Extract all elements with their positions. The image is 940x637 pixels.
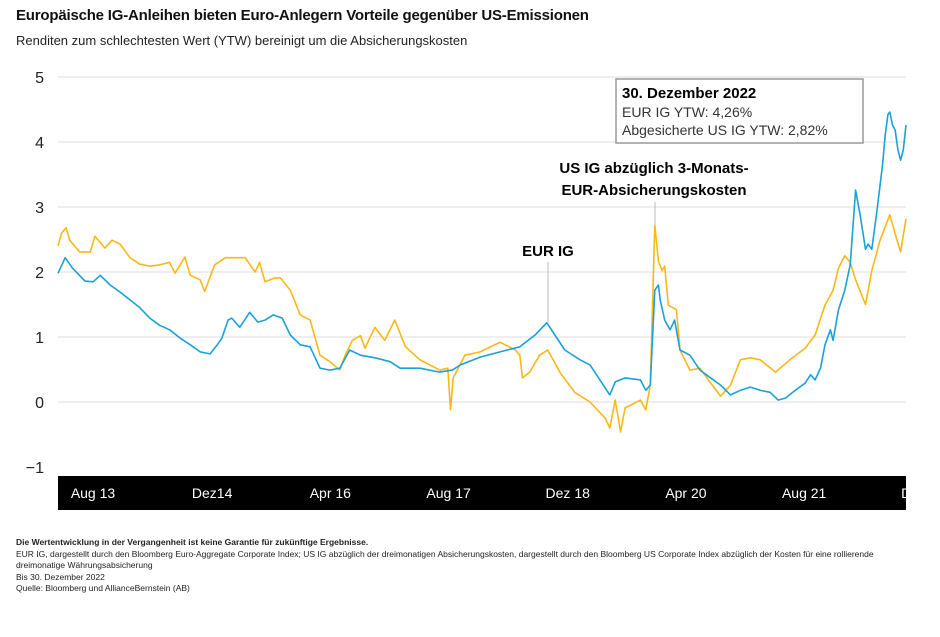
x-axis-band bbox=[58, 476, 906, 510]
y-tick-label: 4 bbox=[35, 135, 44, 152]
y-tick-label: 5 bbox=[35, 70, 44, 87]
annotation-eur: EUR IG YTW: 4,26% bbox=[622, 104, 752, 120]
eur-ig-label: EUR IG bbox=[522, 243, 574, 260]
series-line-us-ig-hedged bbox=[57, 214, 907, 433]
line-chart: −1 0 1 2 3 4 5 EUR IG US IG abzüglich 3-Monats… bbox=[25, 70, 940, 510]
y-tick-label: 3 bbox=[35, 200, 44, 217]
series-line-eur-ig bbox=[57, 111, 907, 401]
us-ig-label-line2: EUR-Absicherungskosten bbox=[561, 182, 746, 199]
annotation-date: 30. Dezember 2022 bbox=[622, 85, 756, 102]
x-tick-label: Apr 16 bbox=[310, 485, 351, 501]
footnote-date: Bis 30. Dezember 2022 bbox=[16, 571, 105, 582]
y-tick-label: −1 bbox=[26, 460, 44, 477]
x-tick-label: Aug 13 bbox=[71, 485, 116, 501]
y-tick-label: 1 bbox=[35, 330, 44, 347]
y-tick-label: 2 bbox=[35, 265, 44, 282]
x-tick-label: Dez 18 bbox=[546, 485, 591, 501]
chart-subtitle: Renditen zum schlechtesten Wert (YTW) be… bbox=[16, 33, 468, 48]
disclaimer: Die Wertentwicklung in der Vergangenheit… bbox=[16, 537, 369, 547]
footnote-source: Quelle: Bloomberg und AllianceBernstein … bbox=[16, 583, 190, 593]
footnotes: Die Wertentwicklung in der Vergangenheit… bbox=[16, 537, 916, 595]
annotation-box: 30. Dezember 2022 EUR IG YTW: 4,26% Abge… bbox=[615, 78, 864, 144]
x-tick-label: Dez 22 bbox=[901, 485, 940, 501]
x-tick-label: Apr 20 bbox=[665, 485, 706, 501]
x-tick-label: Dez14 bbox=[192, 485, 233, 501]
y-tick-label: 0 bbox=[35, 395, 44, 412]
x-tick-label: Aug 21 bbox=[782, 485, 827, 501]
annotation-us: Abgesicherte US IG YTW: 2,82% bbox=[622, 122, 828, 138]
chart-title: Europäische IG-Anleihen bieten Euro-Anle… bbox=[16, 7, 589, 24]
us-ig-label-line1: US IG abzüglich 3-Monats- bbox=[559, 160, 748, 177]
footnote-index: EUR IG, dargestellt durch den Bloomberg … bbox=[16, 548, 874, 571]
x-tick-label: Aug 17 bbox=[426, 485, 471, 501]
